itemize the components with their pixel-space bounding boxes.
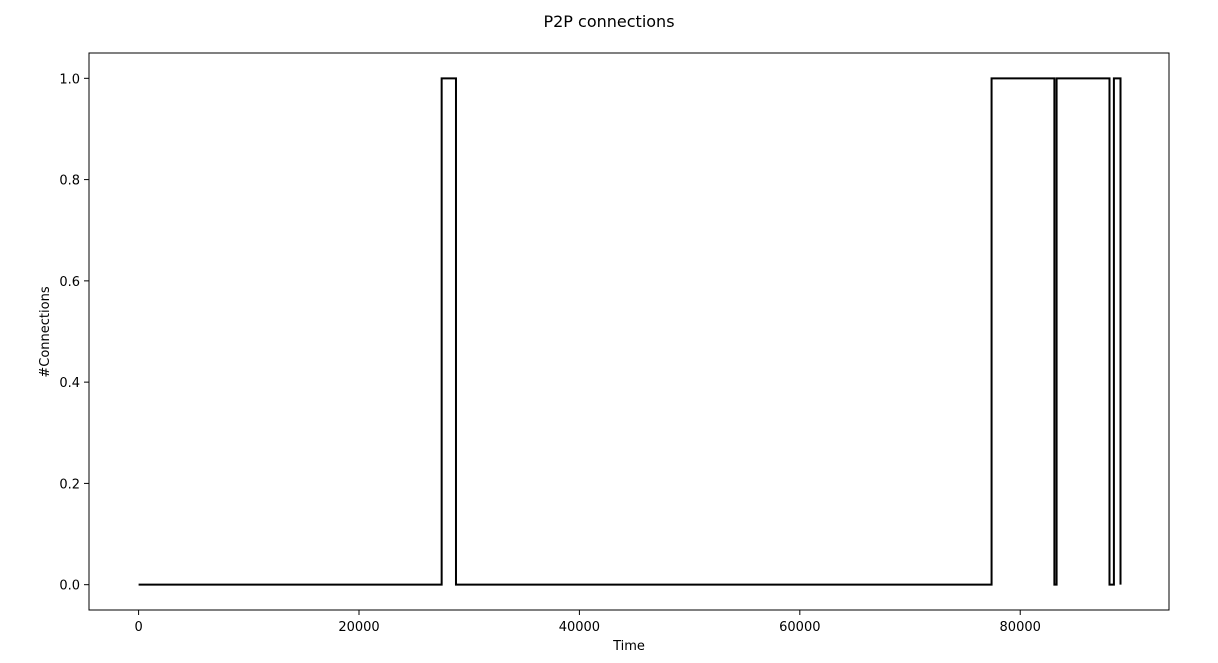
x-axis: 0 20000 40000 60000 80000 [134,610,1041,635]
x-axis-label: Time [612,639,645,654]
chart-title: P2P connections [543,12,674,31]
y-tick-label: 0.0 [59,579,80,594]
series-line-0 [138,77,1122,586]
x-tick-label: 40000 [559,620,600,635]
y-axis: 0.0 0.2 0.4 0.6 0.8 1.0 [59,72,89,594]
plot-area [138,77,1122,586]
x-tick-label: 60000 [779,620,820,635]
y-tick-label: 0.8 [59,174,80,189]
x-tick-label: 80000 [1000,620,1041,635]
x-tick-label: 20000 [338,620,379,635]
y-tick-label: 0.4 [59,376,80,391]
axes-frame [88,52,1170,611]
x-tick-label: 0 [134,620,142,635]
y-axis-label: #Connections [38,286,53,377]
y-tick-label: 0.2 [59,477,80,492]
y-tick-label: 1.0 [59,72,80,87]
y-tick-label: 0.6 [59,275,80,290]
